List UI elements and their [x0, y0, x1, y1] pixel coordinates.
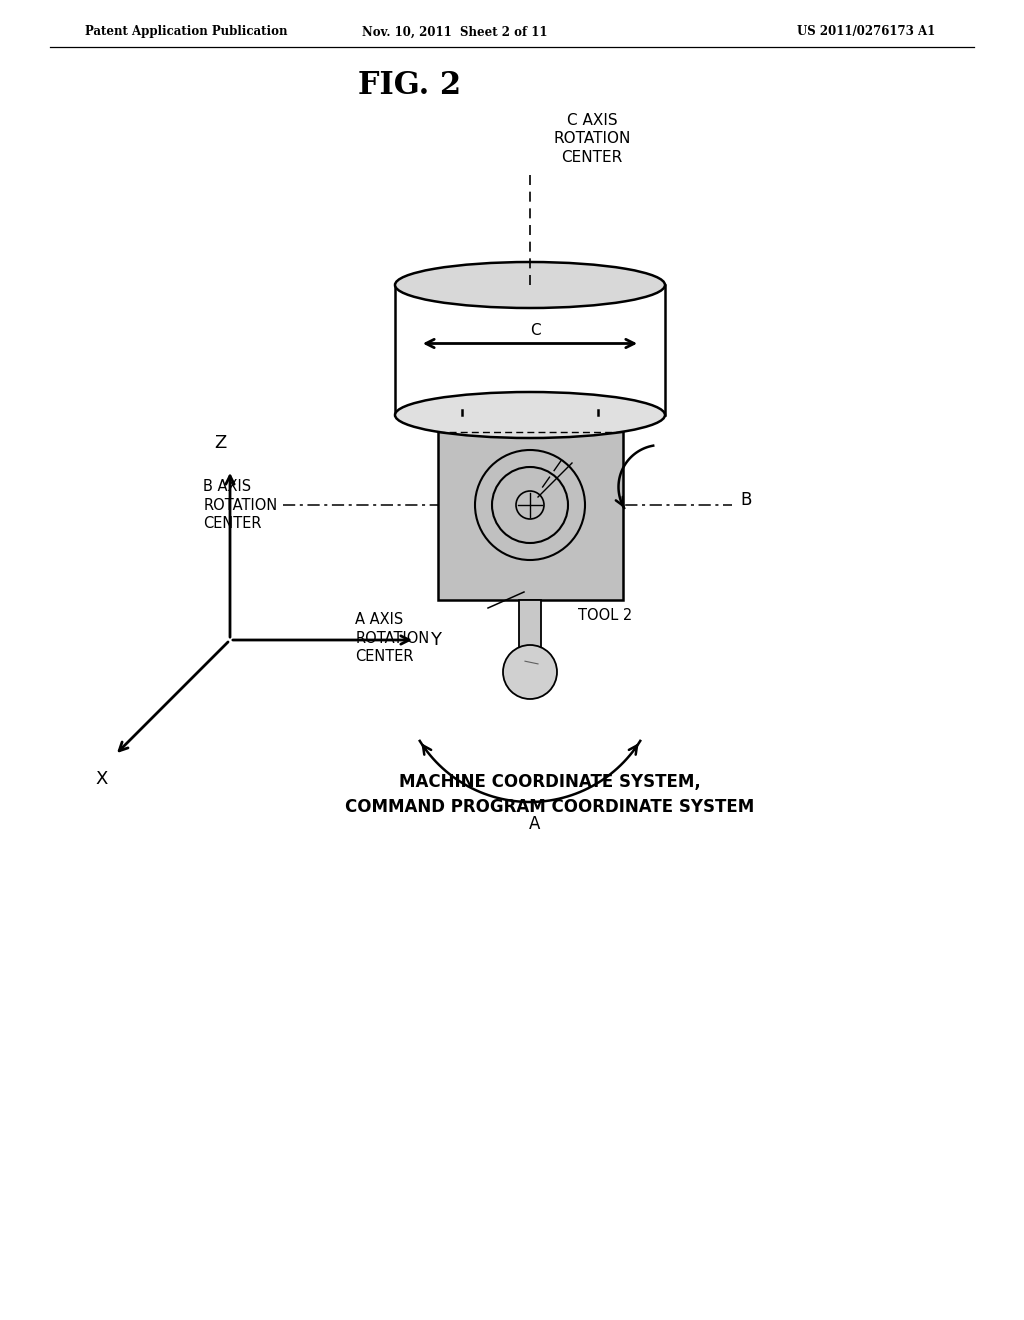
Text: A AXIS
ROTATION
CENTER: A AXIS ROTATION CENTER [355, 612, 429, 664]
FancyBboxPatch shape [462, 411, 598, 414]
Text: B AXIS
ROTATION
CENTER: B AXIS ROTATION CENTER [203, 479, 278, 531]
Text: C AXIS
ROTATION
CENTER: C AXIS ROTATION CENTER [553, 112, 631, 165]
Text: Nov. 10, 2011  Sheet 2 of 11: Nov. 10, 2011 Sheet 2 of 11 [362, 25, 548, 38]
Text: Z: Z [214, 434, 226, 451]
Text: US 2011/0276173 A1: US 2011/0276173 A1 [797, 25, 935, 38]
Ellipse shape [395, 392, 665, 438]
Text: Y: Y [430, 631, 441, 649]
Text: MACHINE COORDINATE SYSTEM,
COMMAND PROGRAM COORDINATE SYSTEM: MACHINE COORDINATE SYSTEM, COMMAND PROGR… [345, 774, 755, 817]
Text: FIG. 2: FIG. 2 [358, 70, 462, 100]
Text: A: A [529, 814, 541, 833]
Circle shape [503, 645, 557, 700]
Text: C: C [529, 322, 541, 338]
Text: Patent Application Publication: Patent Application Publication [85, 25, 288, 38]
Text: X: X [96, 770, 109, 788]
Text: TOOL 2: TOOL 2 [578, 607, 632, 623]
FancyBboxPatch shape [519, 601, 541, 649]
Text: B: B [740, 491, 752, 510]
FancyBboxPatch shape [437, 411, 623, 601]
Ellipse shape [395, 261, 665, 308]
FancyBboxPatch shape [395, 285, 665, 414]
